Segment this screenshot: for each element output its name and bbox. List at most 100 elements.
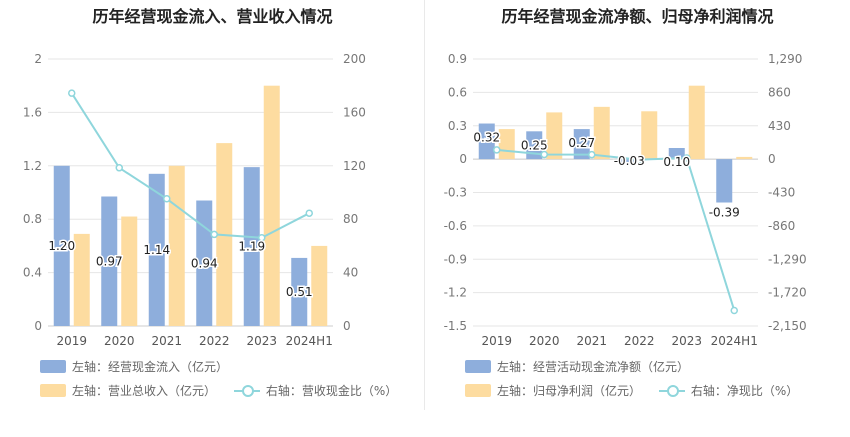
legend-label-net-profit: 左轴：归母净利润（亿元） xyxy=(497,384,642,398)
ratio-point xyxy=(493,146,501,154)
ratio-point xyxy=(258,234,266,242)
legend-swatch-net-profit xyxy=(465,384,491,397)
ratio-line xyxy=(496,148,736,311)
chart-title: 历年经营现金流入、营业收入情况 xyxy=(92,7,333,26)
y-right-tick-label: -2,150 xyxy=(768,319,807,333)
legend-item-net-cashflow[interactable]: 左轴：经营活动现金流净额（亿元） xyxy=(465,358,689,375)
bar-cash-inflow xyxy=(291,257,308,326)
bar-revenue xyxy=(168,165,185,326)
y-left-tick-label: 2 xyxy=(34,52,42,66)
bar-cash-inflow xyxy=(668,148,685,160)
chart-legend: 左轴：经营现金流入（亿元） xyxy=(40,358,242,376)
ratio-point xyxy=(210,230,218,239)
data-label: 0.51 xyxy=(286,285,313,299)
y-right-tick-label: 0 xyxy=(768,152,776,166)
y-right-tick-label: 120 xyxy=(343,159,366,173)
y-left-tick-label: 1.6 xyxy=(23,105,42,119)
legend-item-net-profit[interactable]: 左轴：归母净利润（亿元） xyxy=(465,382,641,399)
bar-revenue xyxy=(593,106,610,160)
legend-item-revenue[interactable]: 左轴：营业总收入（亿元） xyxy=(40,382,216,399)
y-right-tick-label: 860 xyxy=(768,85,791,99)
bar-revenue xyxy=(498,129,515,160)
legend-label-cash-revenue-ratio: 右轴：营收现金比（%） xyxy=(265,384,398,398)
y-left-tick-label: 0.4 xyxy=(23,266,42,280)
chart-legend-row-2: 左轴：归母净利润（亿元） 右轴：净现比（%） xyxy=(465,382,812,400)
y-right-tick-label: -1,290 xyxy=(768,252,807,266)
y-left-tick-label: -1.5 xyxy=(444,319,467,333)
y-left-tick-label: 0 xyxy=(34,319,42,333)
x-tick-label: 2021 xyxy=(151,334,182,348)
x-tick-label: 2023 xyxy=(671,334,702,348)
legend-line-marker-icon xyxy=(233,384,260,397)
y-right-tick-label: -1,720 xyxy=(768,286,807,300)
y-right-tick-label: 200 xyxy=(343,52,366,66)
data-label: 1.20 xyxy=(48,239,75,253)
bar-cash-inflow xyxy=(53,165,70,326)
panel-divider xyxy=(424,0,425,410)
x-tick-label: 2022 xyxy=(624,334,655,348)
x-tick-label: 2024H1 xyxy=(286,334,333,348)
data-label: 0.25 xyxy=(521,138,548,152)
data-label: -0.39 xyxy=(709,206,740,220)
bar-cash-inflow xyxy=(148,173,165,326)
bar-revenue xyxy=(546,112,563,160)
data-label: 0.94 xyxy=(191,256,218,270)
y-right-tick-label: 40 xyxy=(343,266,358,280)
legend-line-marker-icon xyxy=(658,384,685,397)
data-label: 1.19 xyxy=(238,240,265,254)
y-right-tick-label: 0 xyxy=(343,319,351,333)
x-tick-label: 2020 xyxy=(529,334,560,348)
legend-label-net-cashflow: 左轴：经营活动现金流净额（亿元） xyxy=(497,360,690,374)
y-right-tick-label: 80 xyxy=(343,212,358,226)
x-tick-label: 2020 xyxy=(104,334,135,348)
x-tick-label: 2024H1 xyxy=(711,334,758,348)
ratio-point xyxy=(540,150,548,159)
ratio-point xyxy=(683,154,691,162)
y-right-tick-label: 1,290 xyxy=(768,52,802,66)
chart-legend: 左轴：经营活动现金流净额（亿元） xyxy=(465,358,703,376)
legend-item-net-cash-ratio[interactable]: 右轴：净现比（%） xyxy=(658,382,798,399)
data-label: 0.27 xyxy=(568,136,595,150)
bar-cash-inflow xyxy=(621,159,638,163)
y-left-tick-label: 0.3 xyxy=(448,119,467,133)
x-tick-label: 2019 xyxy=(481,334,512,348)
bar-revenue xyxy=(73,233,90,326)
legend-swatch-net-cashflow xyxy=(465,360,491,373)
y-right-tick-label: 160 xyxy=(343,105,366,119)
y-left-tick-label: -0.9 xyxy=(444,252,467,266)
bar-revenue xyxy=(736,156,753,160)
bar-cash-inflow xyxy=(243,167,260,326)
bar-cash-inflow xyxy=(101,196,118,326)
bar-revenue xyxy=(121,216,138,326)
ratio-point xyxy=(730,306,738,315)
ratio-point xyxy=(635,155,643,164)
legend-item-cash-revenue-ratio[interactable]: 右轴：营收现金比（%） xyxy=(233,382,398,399)
bar-revenue xyxy=(263,85,280,326)
x-tick-label: 2021 xyxy=(576,334,607,348)
bar-cash-inflow xyxy=(196,200,213,326)
bar-cash-inflow xyxy=(573,129,590,160)
data-label: 0.32 xyxy=(473,131,500,145)
data-label: -0.03 xyxy=(614,154,645,168)
legend-item-cash-inflow[interactable]: 左轴：经营现金流入（亿元） xyxy=(40,358,228,375)
legend-label-cash-inflow: 左轴：经营现金流入（亿元） xyxy=(72,360,229,374)
ratio-line xyxy=(70,92,310,239)
cashflow-revenue-chart-panel: 历年经营现金流入、营业收入情况 0 0 0.4 40 0.8 80 1.2 120 1.6 160… xyxy=(23,7,411,400)
bar-revenue xyxy=(688,85,705,160)
bar-revenue xyxy=(641,111,658,160)
chart-title: 历年经营现金流净额、归母净利润情况 xyxy=(501,7,774,26)
bar-revenue xyxy=(311,245,328,326)
data-label: 0.97 xyxy=(96,254,123,268)
ratio-point xyxy=(115,164,123,172)
y-left-tick-label: -0.3 xyxy=(444,186,467,200)
y-right-tick-label: 430 xyxy=(768,119,791,133)
ratio-point xyxy=(305,209,313,217)
chart-legend-row-2: 左轴：营业总收入（亿元） 右轴：营收现金比（%） xyxy=(40,382,411,400)
y-left-tick-label: -1.2 xyxy=(444,286,467,300)
x-tick-label: 2023 xyxy=(246,334,277,348)
y-right-tick-label: -430 xyxy=(768,186,795,200)
cashflow-revenue-chart: 0 0 0.4 40 0.8 80 1.2 120 1.6 160 2 200 2019 2020 2021… xyxy=(23,52,366,348)
x-tick-label: 2019 xyxy=(56,334,87,348)
y-left-tick-label: 0.8 xyxy=(23,212,42,226)
net-cashflow-profit-chart: -1.5 -2,150 -1.2 -1,720 -0.9 -1,290 -0.6 -860 -0… xyxy=(444,52,807,348)
